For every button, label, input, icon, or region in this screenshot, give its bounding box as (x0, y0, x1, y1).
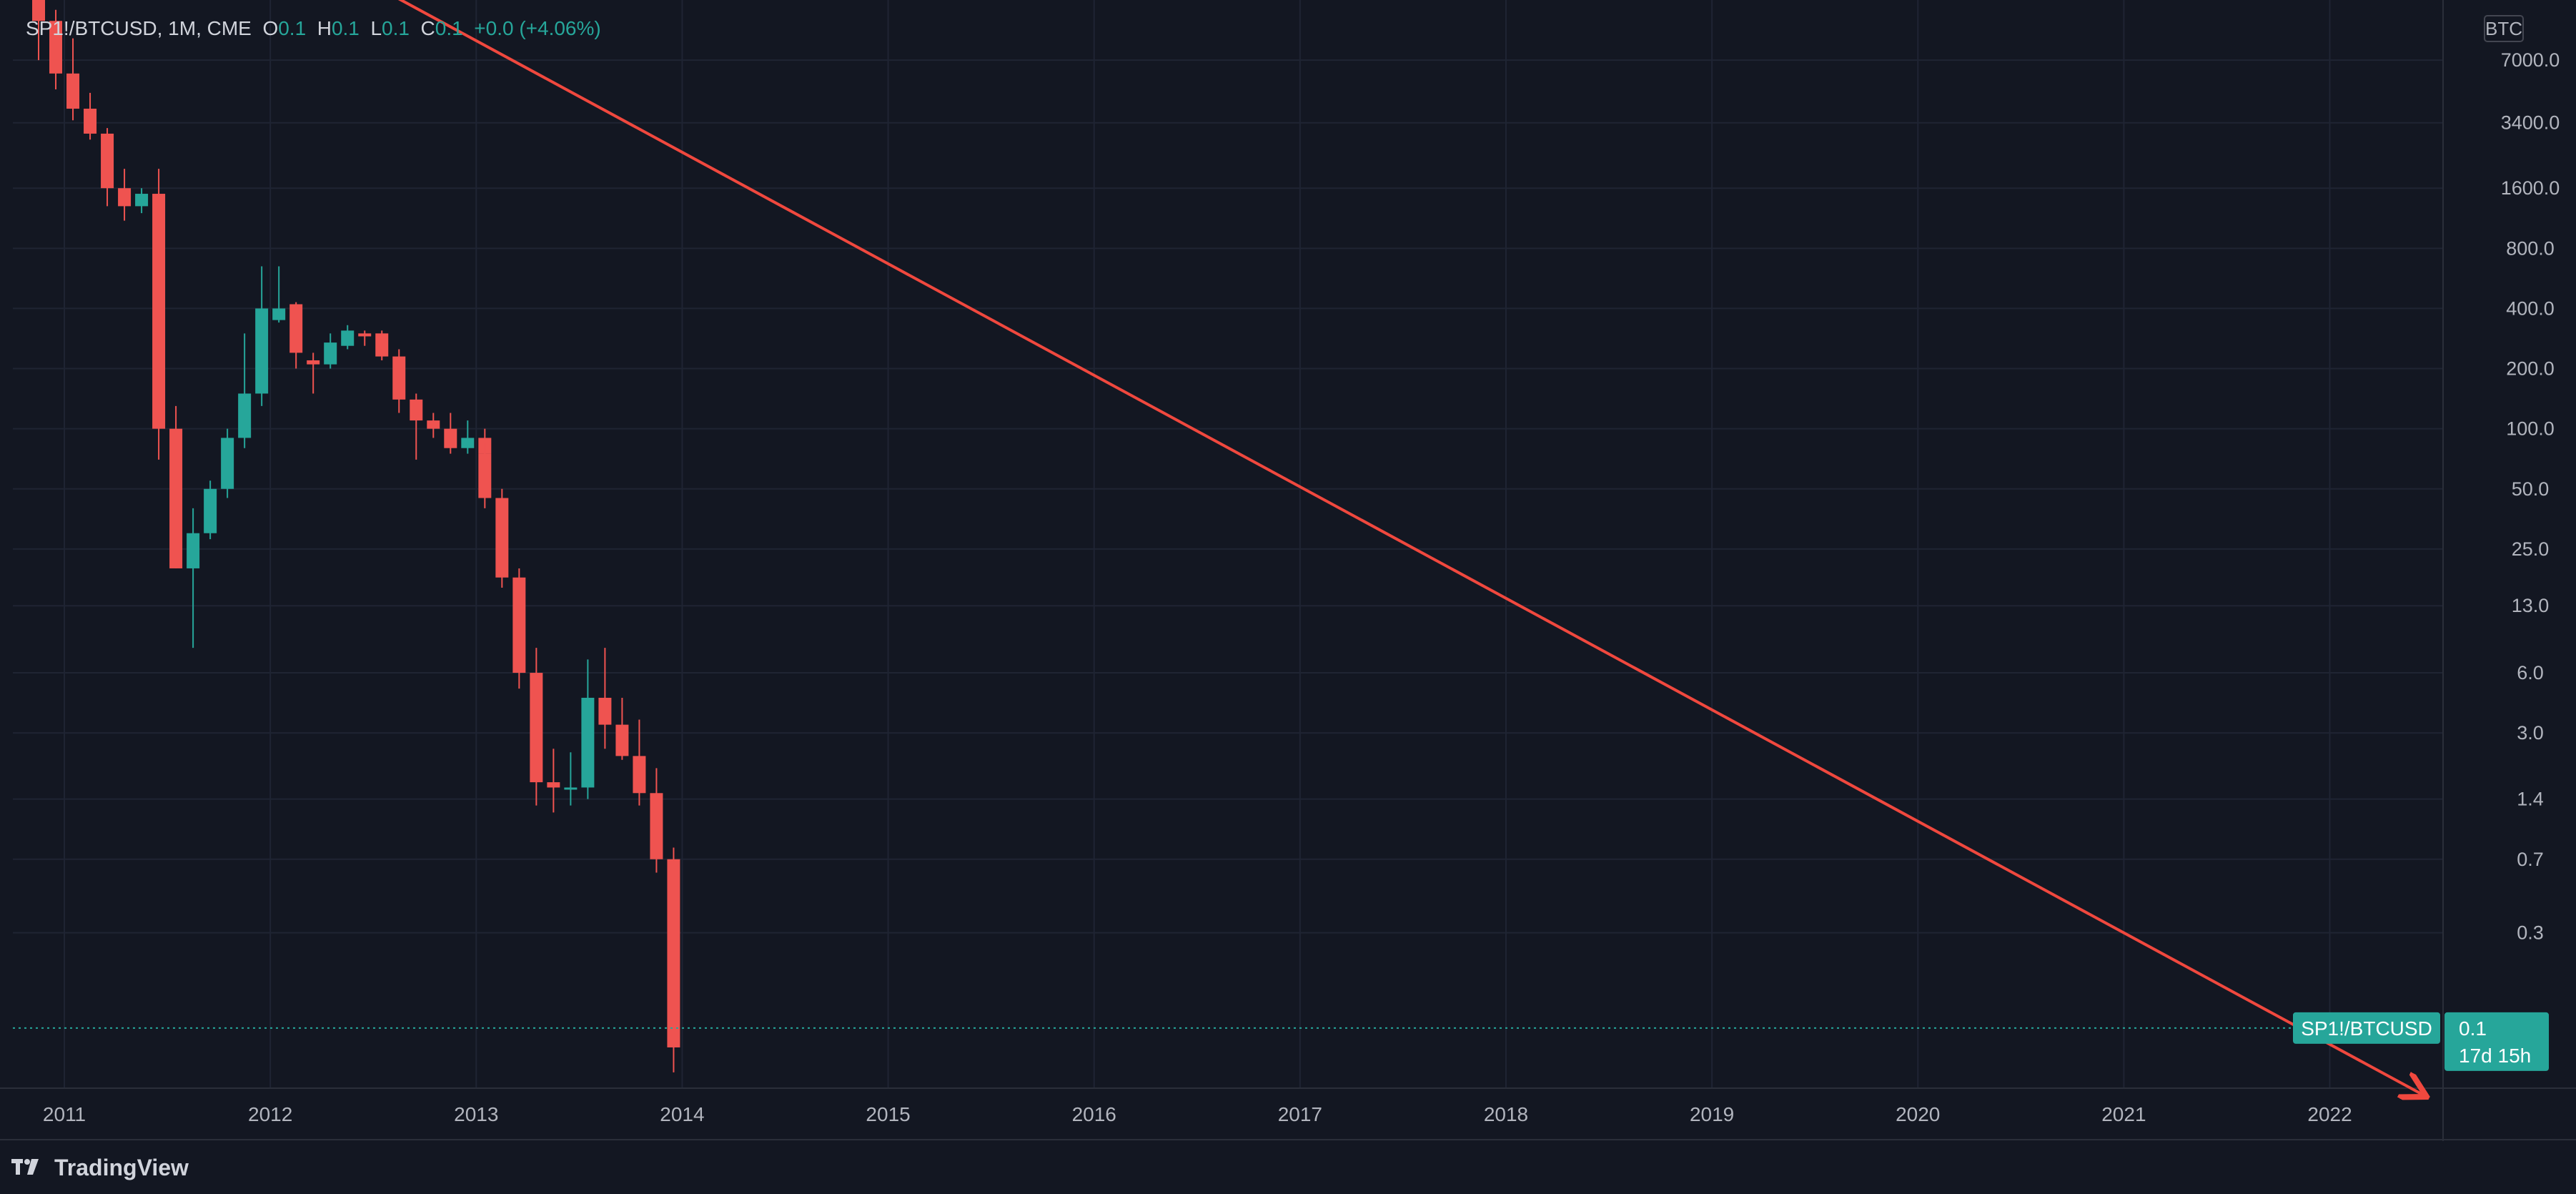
price-tick-label: 200.0 (2506, 358, 2555, 380)
legend-symbol[interactable]: SP1!/BTCUSD (26, 17, 157, 39)
candle-body (375, 333, 389, 357)
price-tick-label: 100.0 (2506, 418, 2555, 440)
trendline-layer[interactable] (279, 0, 2424, 1095)
legend-change: +0.0 (+4.06%) (474, 17, 601, 39)
time-tick-label: 2020 (1896, 1103, 1940, 1125)
candle-body (530, 673, 543, 783)
time-tick-label: 2012 (248, 1103, 292, 1125)
candle-body (66, 73, 80, 109)
candle-body (444, 428, 457, 448)
candle-body (307, 360, 320, 365)
legend-exchange: CME (207, 17, 252, 39)
legend-open-label: O (262, 17, 279, 39)
candle-body (32, 0, 46, 21)
symbol-tag (2293, 1012, 2440, 1044)
price-tick-label: 800.0 (2506, 237, 2555, 259)
currency-label: BTC (2485, 18, 2522, 39)
candle-body (204, 488, 217, 533)
symbol-tag-label: SP1!/BTCUSD (2301, 1017, 2432, 1040)
footer-bar: TradingView (0, 1141, 2576, 1194)
candle-body (135, 194, 149, 207)
last-price-layer: SP1!/BTCUSD 0.1 17d 15h (13, 1012, 2549, 1071)
countdown-label: 17d 15h (2459, 1045, 2531, 1067)
time-tick-label: 2016 (1072, 1103, 1116, 1125)
price-tick-label: 0.3 (2517, 922, 2544, 944)
price-axis[interactable]: 7000.0 3400.0 1600.0 800.0 400.0 200.0 100.0 50… (2484, 15, 2560, 944)
legend-low-value: 0.1 (382, 17, 410, 39)
candle-body (547, 782, 560, 788)
candle-body (118, 188, 132, 207)
last-price-tag (2444, 1012, 2549, 1071)
time-tick-label: 2015 (866, 1103, 910, 1125)
time-tick-label: 2017 (1278, 1103, 1322, 1125)
candle-body (272, 308, 286, 320)
price-tick-label: 7000.0 (2501, 49, 2560, 71)
price-tick-label: 1600.0 (2501, 177, 2560, 199)
price-tick-label: 6.0 (2517, 662, 2544, 684)
price-tick-label: 50.0 (2512, 478, 2550, 500)
price-tick-label: 400.0 (2506, 297, 2555, 319)
price-tick-label: 1.4 (2517, 789, 2544, 810)
price-tick-label: 0.7 (2517, 849, 2544, 870)
time-tick-label: 2018 (1484, 1103, 1528, 1125)
candle-body (461, 438, 475, 448)
time-axis[interactable]: 2011 2012 2013 2014 2015 2016 2017 2018 2019 2020… (43, 1103, 2352, 1125)
candle-body (598, 697, 612, 725)
candle-body (324, 342, 337, 365)
candle-body (478, 453, 492, 498)
candle-body (615, 724, 629, 756)
price-tick-label: 13.0 (2512, 595, 2550, 616)
candle-body (169, 428, 183, 568)
legend-close-value: 0.1 (435, 17, 463, 39)
tradingview-logo[interactable]: TradingView (11, 1155, 189, 1181)
candle-body (152, 194, 166, 429)
tradingview-logo-icon (11, 1159, 39, 1175)
time-tick-label: 2019 (1690, 1103, 1734, 1125)
candle-body (667, 859, 680, 1047)
time-tick-label: 2013 (454, 1103, 498, 1125)
candle-body (255, 308, 269, 394)
price-tick-label: 3.0 (2517, 722, 2544, 744)
candles-layer (32, 0, 680, 1072)
candle-body (410, 399, 423, 421)
time-tick-label: 2021 (2101, 1103, 2146, 1125)
brand-name: TradingView (54, 1154, 189, 1180)
legend-open-value: 0.1 (278, 17, 307, 39)
chart-legend: SP1!/BTCUSD , 1M , CME O 0.1 H 0.1 L 0.1… (26, 17, 601, 39)
candle-body (101, 133, 114, 189)
legend-close-label: C (420, 17, 435, 39)
candle-body (221, 438, 234, 489)
grid-layer (13, 0, 2443, 1088)
candle-body (650, 793, 663, 859)
candle-body (392, 356, 406, 400)
candle-body (49, 21, 63, 74)
candle-body (341, 330, 355, 346)
time-tick-label: 2022 (2307, 1103, 2352, 1125)
candle-body (512, 577, 526, 674)
trendline-arrow (397, 0, 2424, 1095)
price-tick-label: 3400.0 (2501, 112, 2560, 134)
candle-body (564, 787, 578, 790)
axis-separators (0, 0, 2576, 1141)
candle-body (427, 420, 440, 429)
candle-body (581, 697, 595, 788)
legend-high-label: H (317, 17, 332, 39)
candle-body (633, 756, 646, 794)
legend-high-value: 0.1 (331, 17, 360, 39)
price-tick-label: 25.0 (2512, 538, 2550, 560)
candle-body (238, 393, 252, 438)
candle-body (495, 498, 509, 578)
last-price-value: 0.1 (2459, 1017, 2487, 1040)
candle-body (187, 533, 200, 568)
currency-badge (2484, 15, 2524, 42)
legend-low-label: L (370, 17, 382, 39)
candle-body (84, 109, 97, 134)
time-tick-label: 2011 (43, 1103, 86, 1125)
time-tick-label: 2014 (660, 1103, 704, 1125)
legend-interval: 1M (168, 17, 197, 39)
candle-body (358, 333, 372, 337)
candle-body (289, 304, 303, 353)
